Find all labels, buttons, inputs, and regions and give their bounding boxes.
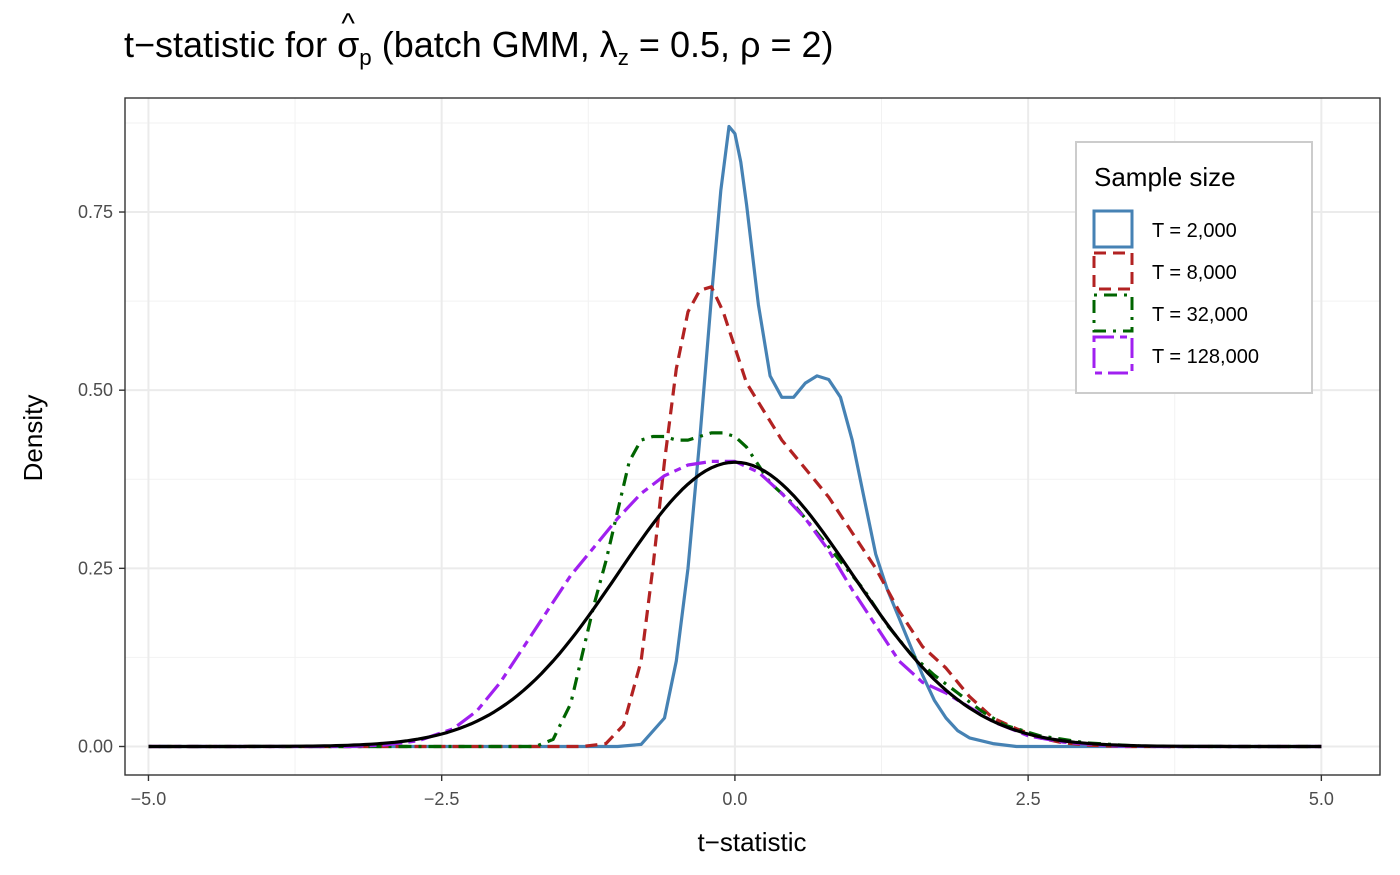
chart-title: t−statistic for σp (batch GMM, λz = 0.5,… bbox=[124, 24, 834, 71]
y-axis-title: Density bbox=[18, 395, 48, 482]
x-axis: −5.0 −2.5 0.0 2.5 5.0 bbox=[131, 775, 1334, 809]
title-lambda-subscript: z bbox=[617, 44, 629, 70]
legend-box bbox=[1075, 141, 1313, 394]
y-axis: 0.00 0.25 0.50 0.75 bbox=[78, 202, 125, 756]
legend-key bbox=[1092, 251, 1134, 291]
title-sigma-hat: σ bbox=[337, 24, 359, 66]
series-line-normal-reference bbox=[148, 460, 1322, 749]
series-line-2000 bbox=[148, 124, 1322, 749]
series-line-8000 bbox=[148, 285, 1322, 749]
y-tick-label: 0.75 bbox=[78, 202, 113, 222]
series-lines bbox=[148, 124, 1322, 749]
x-tick-label: −5.0 bbox=[131, 789, 167, 809]
legend-key bbox=[1092, 293, 1134, 333]
y-tick-label: 0.50 bbox=[78, 380, 113, 400]
title-middle: (batch GMM, λ bbox=[371, 24, 618, 65]
legend-label: T = 8,000 bbox=[1152, 262, 1237, 284]
title-sigma-subscript: p bbox=[359, 44, 372, 70]
title-suffix: = 0.5, ρ = 2) bbox=[628, 24, 834, 65]
x-axis-title: t−statistic bbox=[697, 827, 806, 857]
legend: Sample size T = 2,000 T = 8,000 T = 32,000… bbox=[1075, 141, 1313, 394]
title-prefix: t−statistic for bbox=[124, 24, 338, 65]
y-tick-label: 0.00 bbox=[78, 736, 113, 756]
legend-label: T = 2,000 bbox=[1152, 220, 1237, 242]
y-tick-label: 0.25 bbox=[78, 558, 113, 578]
legend-label: T = 32,000 bbox=[1152, 304, 1248, 326]
legend-key bbox=[1092, 209, 1134, 249]
legend-title: Sample size bbox=[1094, 162, 1236, 192]
x-tick-label: 2.5 bbox=[1016, 789, 1041, 809]
legend-label: T = 128,000 bbox=[1152, 346, 1259, 368]
legend-key bbox=[1092, 335, 1134, 375]
x-tick-label: −2.5 bbox=[424, 789, 460, 809]
legend-entries: T = 2,000 T = 8,000 T = 32,000 T = 128,000 bbox=[1092, 209, 1259, 375]
x-tick-label: 0.0 bbox=[722, 789, 747, 809]
x-tick-label: 5.0 bbox=[1309, 789, 1334, 809]
series-line-32000 bbox=[148, 431, 1322, 749]
panel-border bbox=[124, 97, 1381, 776]
